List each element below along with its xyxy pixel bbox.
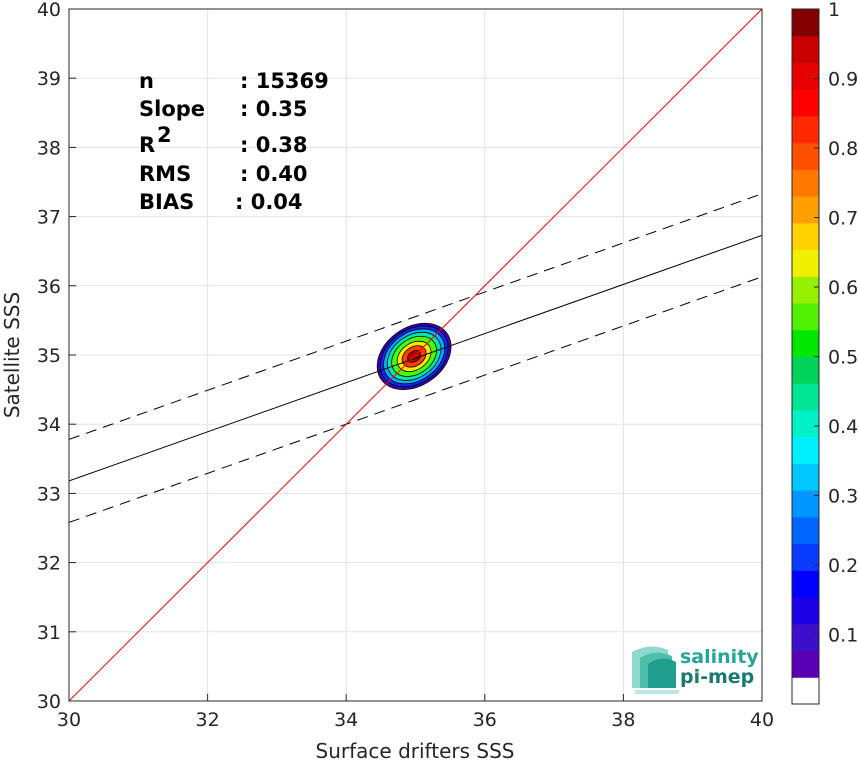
colorbar-segment [792, 650, 819, 678]
stat-label-superscript: 2 [157, 123, 172, 147]
y-tick-label: 36 [37, 276, 61, 298]
stat-label-r: R [139, 133, 155, 157]
colorbar-tick-label: 0.8 [828, 138, 858, 160]
colorbar-segment [792, 436, 819, 464]
y-tick-label: 39 [37, 68, 61, 90]
colorbar-segment [792, 516, 819, 545]
stat-label-slope: Slope [139, 97, 205, 121]
colorbar-segment [792, 35, 819, 63]
x-tick-label: 36 [473, 709, 497, 731]
logo-line2: pi-mep [680, 666, 754, 688]
y-tick-label: 38 [37, 137, 61, 159]
colorbar-tick-label: 0.2 [828, 555, 858, 577]
x-tick-label: 32 [196, 709, 220, 731]
colorbar-segment [792, 276, 819, 304]
colorbar-segment [792, 383, 819, 411]
y-tick-label: 30 [37, 691, 61, 713]
stat-value-rms: : 0.40 [240, 162, 308, 186]
x-axis-ticks: 30 32 34 36 38 40 [57, 694, 774, 731]
colorbar-segment [792, 196, 819, 224]
colorbar-segment [792, 142, 819, 170]
colorbar-segment [792, 62, 819, 90]
lower-confidence-line [69, 276, 762, 523]
colorbar-segment [792, 409, 819, 438]
stat-label-n: n [139, 69, 154, 93]
colorbar-tick-label: 1 [828, 0, 840, 21]
regression-line [69, 234, 762, 482]
y-axis-ticks: 30 31 32 33 34 35 36 37 38 39 40 [37, 0, 76, 713]
logo-line1: salinity [680, 646, 759, 668]
statistics-box: n : 15369 Slope : 0.35 R 2 : 0.38 RMS : 0.40 BIAS… [139, 69, 329, 214]
colorbar-tick-label: 0.6 [828, 277, 858, 299]
colorbar-tick-label: 0.4 [828, 416, 858, 438]
x-tick-label: 34 [334, 709, 358, 731]
y-tick-label: 32 [37, 553, 61, 575]
logo-waves-icon [632, 646, 680, 694]
colorbar-segment [792, 543, 819, 571]
stat-label-bias: BIAS [139, 190, 194, 214]
grid [68, 8, 763, 702]
x-axis-label: Surface drifters SSS [316, 739, 515, 763]
colorbar-segment [792, 329, 819, 357]
colorbar-segment [792, 623, 819, 652]
colorbar-segment [792, 463, 819, 491]
stat-value-n: : 15369 [240, 69, 329, 93]
y-tick-label: 35 [37, 345, 61, 367]
colorbar-segment [792, 222, 819, 251]
colorbar-segment [792, 303, 819, 331]
colorbar-segment [792, 249, 819, 277]
x-tick-label: 30 [57, 709, 81, 731]
y-tick-label: 37 [37, 207, 61, 229]
y-tick-label: 31 [37, 622, 61, 644]
upper-confidence-line [69, 193, 762, 440]
stat-value-bias: : 0.04 [235, 190, 303, 214]
colorbar-segment [792, 677, 819, 705]
colorbar-tick-label: 0.3 [828, 486, 858, 508]
fit-lines [69, 9, 762, 701]
colorbar: 0.1 0.2 0.3 0.4 0.5 0.6 0.7 0.8 0.9 1 [791, 0, 858, 705]
colorbar-tick-label: 0.1 [828, 625, 858, 647]
y-tick-label: 34 [37, 414, 61, 436]
y-tick-label: 40 [37, 0, 61, 21]
colorbar-segment [792, 356, 819, 384]
y-tick-label: 33 [37, 483, 61, 505]
colorbar-segment [792, 490, 819, 518]
colorbar-segment [792, 597, 819, 625]
stat-value-r: : 0.38 [240, 133, 308, 157]
stat-label-rms: RMS [139, 162, 191, 186]
stat-value-slope: : 0.35 [240, 97, 308, 121]
x-tick-label: 38 [611, 709, 635, 731]
colorbar-segment [792, 169, 819, 197]
y-axis-label: Satellite SSS [0, 292, 24, 418]
colorbar-tick-label: 0.9 [828, 69, 858, 91]
colorbar-tick-label: 0.5 [828, 347, 858, 369]
salinity-pimep-logo: salinity pi-mep [632, 646, 759, 694]
x-tick-label: 40 [750, 709, 774, 731]
identity-line [69, 9, 762, 701]
colorbar-tick-label: 0.7 [828, 208, 858, 230]
colorbar-segment [792, 115, 819, 144]
colorbar-segment [792, 89, 819, 117]
colorbar-segment [792, 570, 819, 598]
colorbar-segment [792, 9, 819, 37]
